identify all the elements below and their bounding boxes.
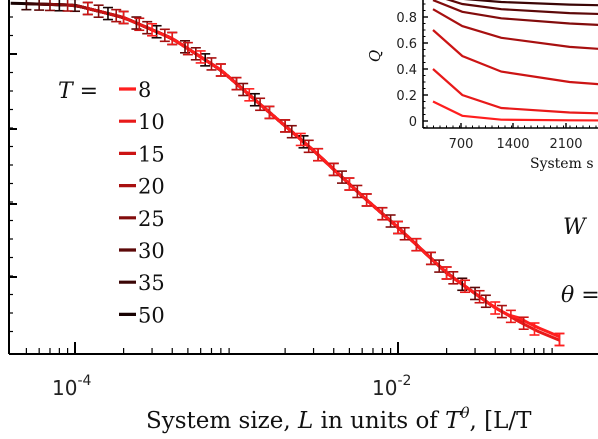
inset-x-tick-label: 700 <box>449 137 474 152</box>
inset-series-line-T15 <box>432 29 598 86</box>
legend-label-T15: 15 <box>138 142 165 166</box>
legend-title: T = <box>58 79 98 104</box>
annotation-theta-var: θ <box>561 283 574 308</box>
annotation-theta-eq: = <box>574 283 598 308</box>
inset-y-axis-label: Q <box>366 50 384 62</box>
inset-x-axis-label: System s <box>530 156 594 172</box>
legend-title-var: T <box>58 79 75 104</box>
inset-series-line-T35 <box>463 0 598 7</box>
legend-label-T20: 20 <box>138 175 165 199</box>
inset-y-tick-label: 0.8 <box>396 11 417 26</box>
legend-label-T50: 50 <box>138 303 165 327</box>
inset-chart: 0 0.2 0.4 0.6 0.8 700 1400 2100 Q System s <box>364 0 598 180</box>
inset-ticks: 0 0.2 0.4 0.6 0.8 700 1400 2100 <box>396 3 597 152</box>
inset-series-line-T8 <box>432 100 598 122</box>
legend-label-T30: 30 <box>138 239 165 263</box>
series-line-T8 <box>151 28 561 339</box>
inset-y-tick-label: 0.6 <box>396 37 417 52</box>
xlabel-L: L <box>297 408 313 434</box>
annotation-W: W <box>563 215 588 240</box>
legend-label-T10: 10 <box>138 110 165 134</box>
inset-series-group <box>432 0 598 122</box>
inset-y-tick-label: 0.4 <box>396 63 417 78</box>
main-x-axis-label: System size, L in units of Tθ, [L/T <box>146 404 532 434</box>
annotation-theta: θ = <box>561 283 598 308</box>
inset-series-line-T25 <box>432 0 598 26</box>
x-tick-label-1e-2: 10-2 <box>372 373 411 400</box>
legend-entries: 8 10 15 20 25 30 35 50 <box>119 78 165 327</box>
x-tick-exponent: -4 <box>77 373 91 389</box>
x-tick-base: 10 <box>52 376 77 400</box>
legend: T = 8 10 15 20 25 30 35 50 <box>58 78 165 327</box>
x-tick-base: 10 <box>372 376 397 400</box>
inset-y-tick-label: 0 <box>409 115 417 130</box>
inset-series-line-T10 <box>432 68 598 115</box>
legend-label-T25: 25 <box>138 207 165 231</box>
inset-series-line-T20 <box>432 8 598 50</box>
main-x-ticks <box>25 342 553 354</box>
inset-background <box>364 0 598 180</box>
inset-x-tick-label: 1400 <box>496 137 529 152</box>
xlabel-suffix: , [L/T <box>470 408 533 434</box>
inset-y-tick-label: 0.2 <box>396 89 417 104</box>
legend-label-T35: 35 <box>138 271 165 295</box>
xlabel-prefix: System size, <box>146 408 298 434</box>
main-y-ticks <box>9 16 17 333</box>
xlabel-T: T <box>445 408 462 434</box>
xlabel-theta: θ <box>460 404 469 422</box>
inset-series-line-T30 <box>445 0 598 16</box>
x-tick-exponent: -2 <box>397 373 411 389</box>
inset-x-tick-label: 2100 <box>549 137 582 152</box>
x-tick-label-1e-4: 10-4 <box>52 373 92 400</box>
xlabel-middle: in units of <box>313 408 445 434</box>
legend-label-T8: 8 <box>138 78 151 102</box>
legend-title-eq: = <box>73 79 98 104</box>
main-errorbars-group <box>21 0 565 347</box>
